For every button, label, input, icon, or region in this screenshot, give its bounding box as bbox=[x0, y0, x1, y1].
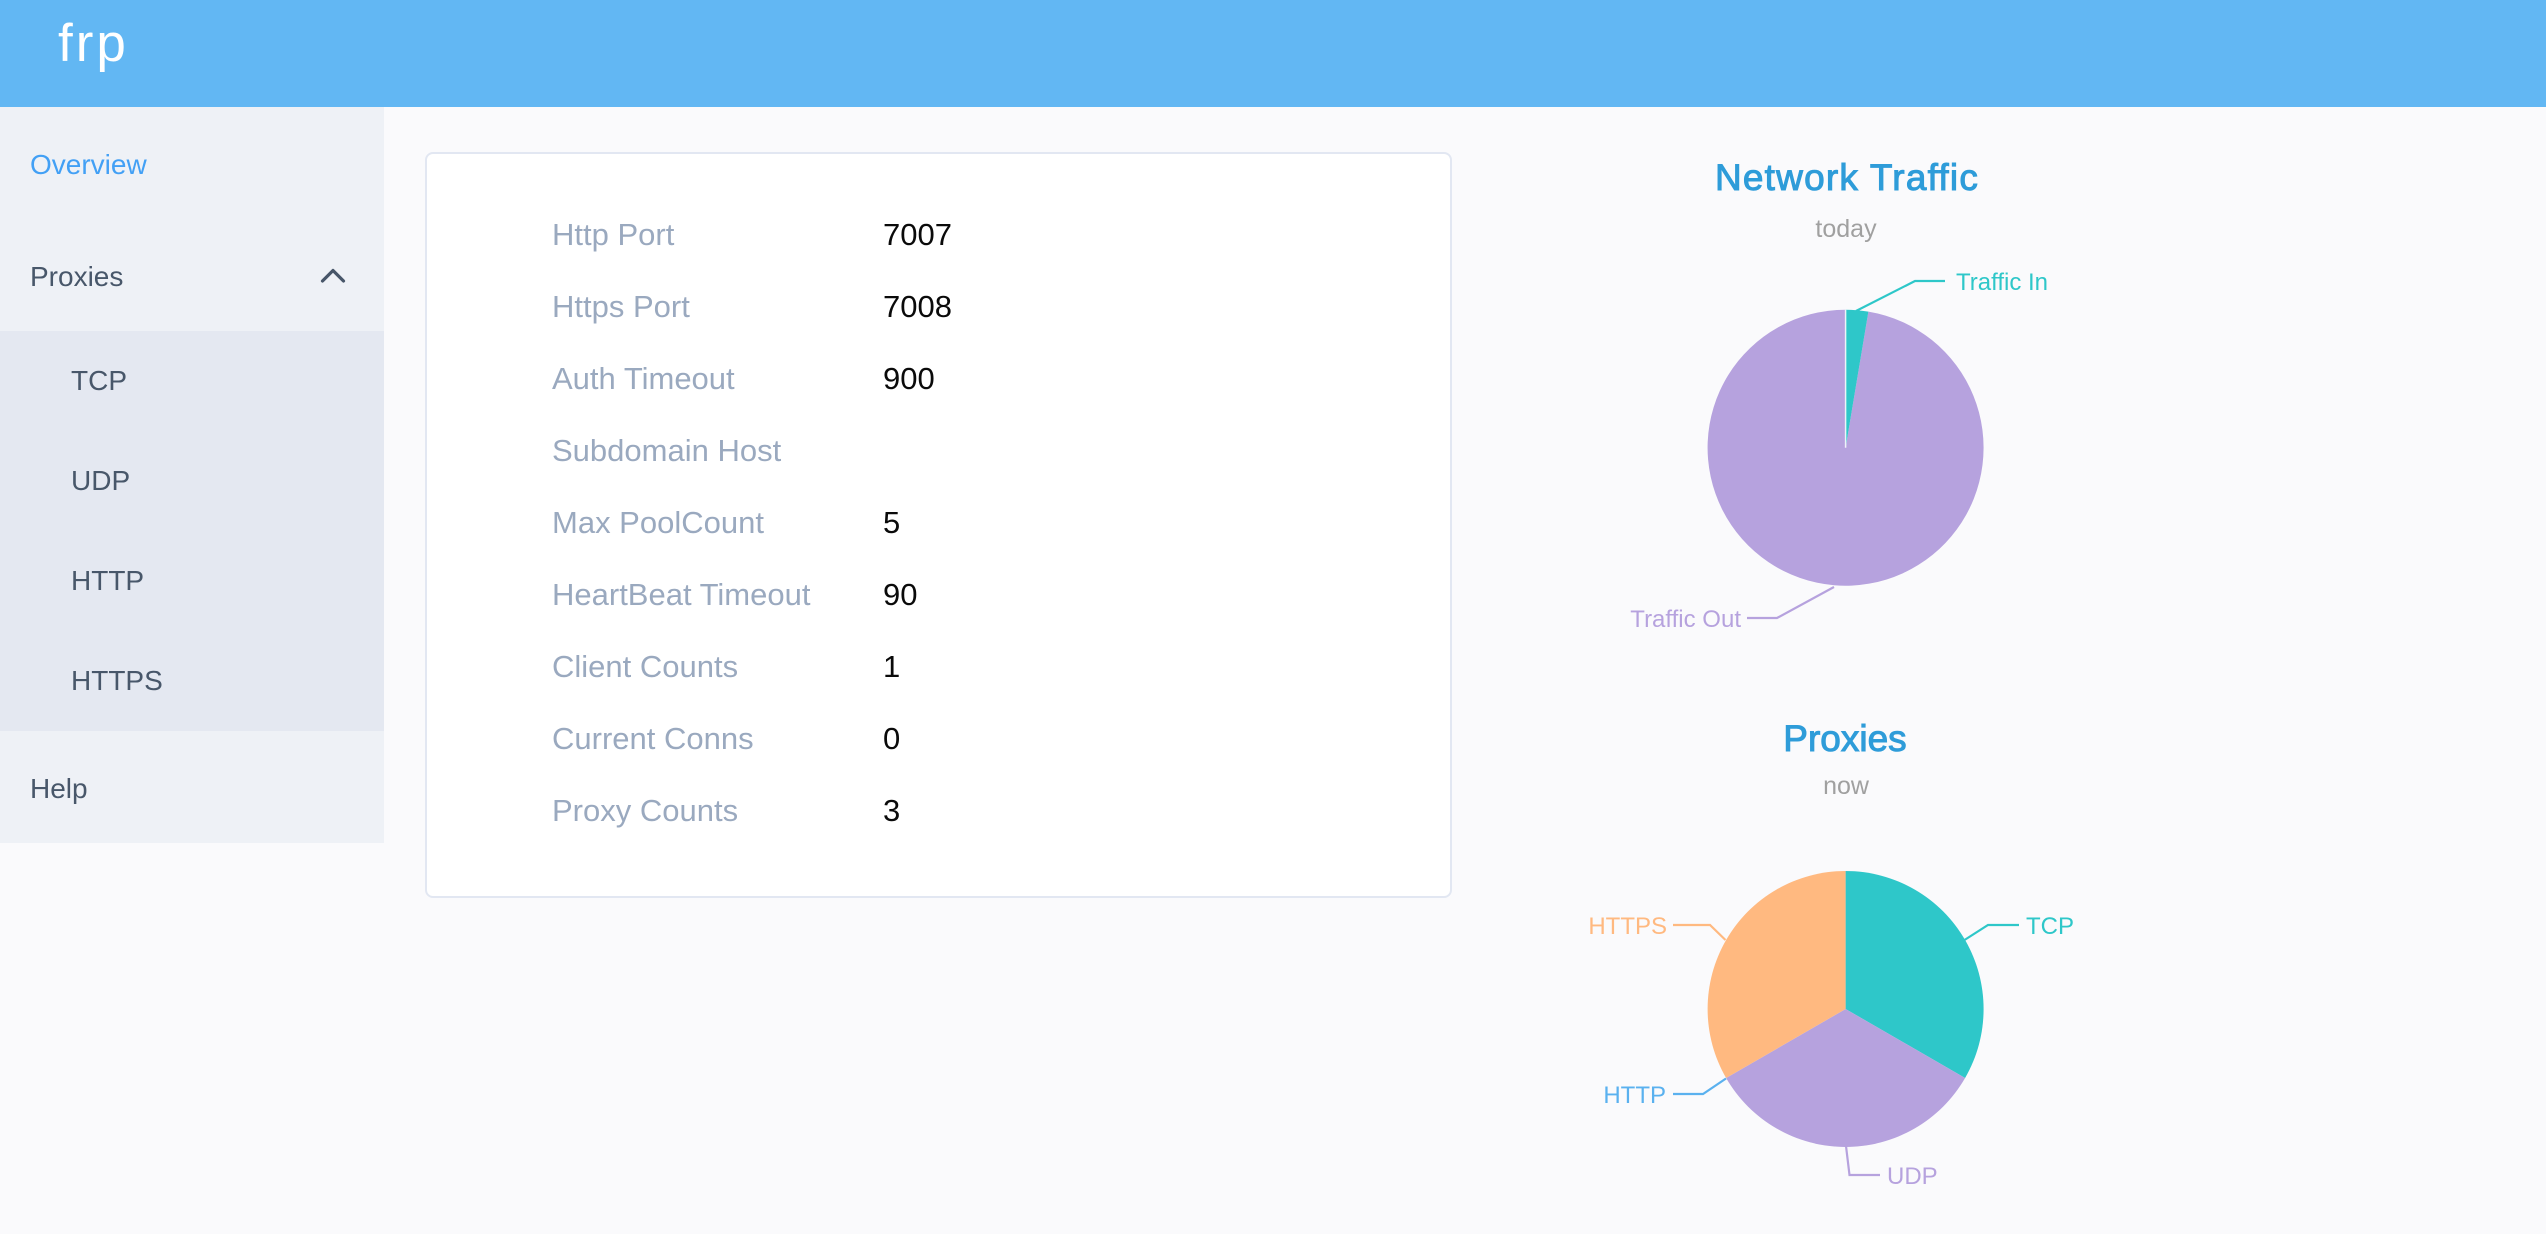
svg-text:UDP: UDP bbox=[1887, 1163, 1938, 1190]
svg-text:HTTP: HTTP bbox=[1603, 1082, 1666, 1109]
svg-text:HTTPS: HTTPS bbox=[1588, 913, 1667, 940]
svg-text:now: now bbox=[1823, 772, 1870, 800]
svg-text:Proxies: Proxies bbox=[1783, 718, 1906, 759]
svg-text:Traffic Out: Traffic Out bbox=[1630, 606, 1741, 633]
svg-text:Traffic In: Traffic In bbox=[1956, 269, 2048, 296]
svg-text:today: today bbox=[1815, 215, 1877, 243]
svg-text:Network Traffic: Network Traffic bbox=[1715, 157, 1979, 198]
svg-text:TCP: TCP bbox=[2026, 913, 2074, 940]
